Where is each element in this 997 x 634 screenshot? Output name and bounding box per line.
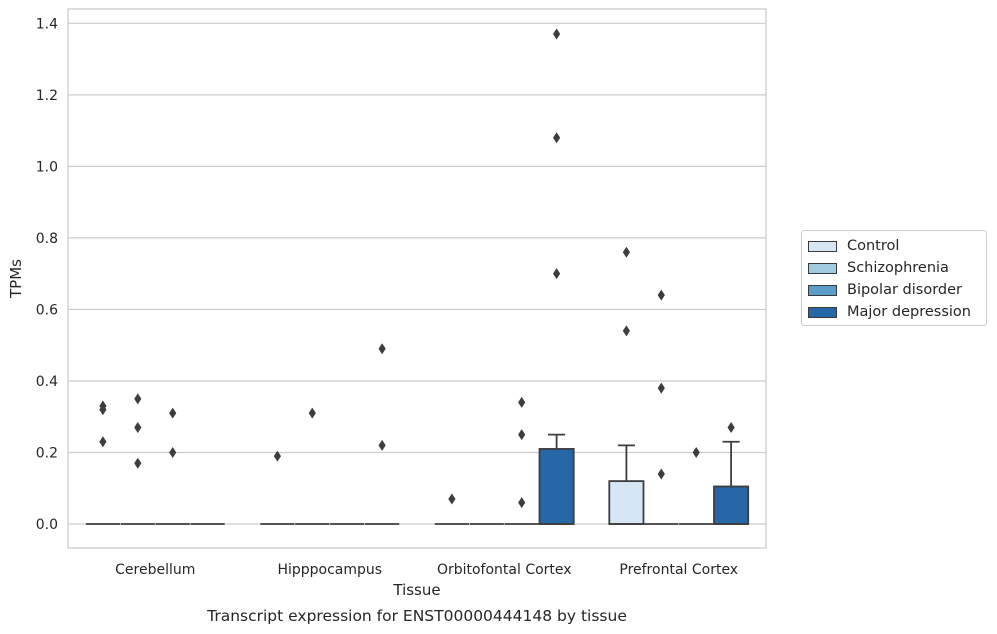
outlier-point bbox=[518, 429, 526, 441]
y-tick-label: 1.0 bbox=[36, 159, 58, 175]
outlier-point bbox=[169, 447, 177, 459]
box-schizophrenia-hipppocampus bbox=[295, 407, 330, 525]
outlier-point bbox=[692, 447, 700, 459]
y-axis-ticks: 0.0 0.2 0.4 0.6 0.8 1.0 1.2 1.4 bbox=[36, 16, 58, 533]
x-tick-label: Cerebellum bbox=[115, 562, 195, 578]
legend-swatch-schizophrenia bbox=[808, 262, 837, 274]
outlier-point bbox=[378, 439, 386, 451]
outlier-point bbox=[308, 407, 316, 419]
legend-swatch-major-depression bbox=[808, 306, 837, 318]
outlier-point bbox=[553, 28, 561, 40]
outlier-point bbox=[273, 450, 281, 462]
box bbox=[608, 480, 645, 525]
y-tick-label: 0.8 bbox=[36, 231, 58, 247]
y-tick-label: 0.0 bbox=[36, 517, 58, 533]
box-schizophrenia-cerebellum bbox=[120, 393, 155, 525]
legend-label-major-depression: Major depression bbox=[847, 304, 971, 320]
legend-label-bipolar-disorder: Bipolar disorder bbox=[847, 282, 962, 298]
y-axis-label: TPMs bbox=[7, 259, 25, 299]
outlier-point bbox=[553, 268, 561, 280]
outlier-point bbox=[657, 468, 665, 480]
legend-label-schizophrenia: Schizophrenia bbox=[847, 260, 949, 276]
outlier-point bbox=[727, 421, 735, 433]
chart-caption: Transcript expression for ENST0000044414… bbox=[207, 607, 627, 625]
box-schizophrenia-prefrontal-cortex bbox=[644, 289, 679, 525]
outlier-point bbox=[657, 382, 665, 394]
plot-area bbox=[68, 9, 766, 548]
x-axis-ticks: Cerebellum Hipppocampus Orbitofontal Corte… bbox=[115, 562, 738, 578]
x-tick-label: Prefrontal Cortex bbox=[619, 562, 738, 578]
outlier-point bbox=[134, 393, 142, 405]
box-major-depression-prefrontal-cortex bbox=[713, 421, 750, 525]
box-control-prefrontal-cortex bbox=[608, 246, 645, 525]
box-control-cerebellum bbox=[85, 400, 121, 525]
legend-item-schizophrenia: Schizophrenia bbox=[808, 259, 949, 277]
x-axis-label: Tissue bbox=[392, 581, 440, 599]
outlier-point bbox=[518, 396, 526, 408]
outlier-point bbox=[657, 289, 665, 301]
box-control-orbitofontal-cortex bbox=[434, 493, 470, 525]
box-series bbox=[85, 28, 750, 525]
box bbox=[713, 485, 750, 525]
plot-frame bbox=[67, 8, 767, 549]
x-tick-label: Hipppocampus bbox=[277, 562, 382, 578]
legend-item-bipolar-disorder: Bipolar disorder bbox=[808, 281, 962, 299]
box-control-hipppocampus bbox=[260, 450, 295, 525]
outlier-point bbox=[99, 436, 107, 448]
legend: Control Schizophrenia Bipolar disorder M… bbox=[801, 230, 987, 326]
box-bipolar-disorder-prefrontal-cortex bbox=[679, 447, 714, 525]
legend-swatch-bipolar-disorder bbox=[808, 284, 837, 296]
outlier-point bbox=[622, 325, 630, 337]
outlier-point bbox=[448, 493, 456, 505]
legend-label-control: Control bbox=[847, 238, 900, 254]
outlier-point bbox=[134, 457, 142, 469]
x-tick-label: Orbitofontal Cortex bbox=[437, 562, 572, 578]
outlier-point bbox=[99, 400, 107, 412]
y-tick-label: 1.4 bbox=[36, 16, 58, 32]
legend-swatch-control bbox=[808, 240, 837, 252]
box-bipolar-disorder-cerebellum bbox=[155, 407, 190, 525]
box bbox=[538, 448, 575, 525]
y-tick-label: 0.6 bbox=[36, 302, 58, 318]
outlier-point bbox=[553, 132, 561, 144]
box-major-depression-orbitofontal-cortex bbox=[538, 28, 575, 525]
y-tick-label: 0.4 bbox=[36, 374, 58, 390]
outlier-point bbox=[622, 246, 630, 258]
y-tick-label: 1.2 bbox=[36, 88, 58, 104]
box-bipolar-disorder-orbitofontal-cortex bbox=[504, 396, 539, 525]
outlier-point bbox=[134, 421, 142, 433]
legend-item-control: Control bbox=[808, 237, 899, 255]
y-tick-label: 0.2 bbox=[36, 446, 58, 462]
legend-item-major-depression: Major depression bbox=[808, 303, 971, 321]
outlier-point bbox=[518, 497, 526, 509]
outlier-point bbox=[169, 407, 177, 419]
outlier-point bbox=[378, 343, 386, 355]
box-major-depression-hipppocampus bbox=[364, 343, 400, 525]
